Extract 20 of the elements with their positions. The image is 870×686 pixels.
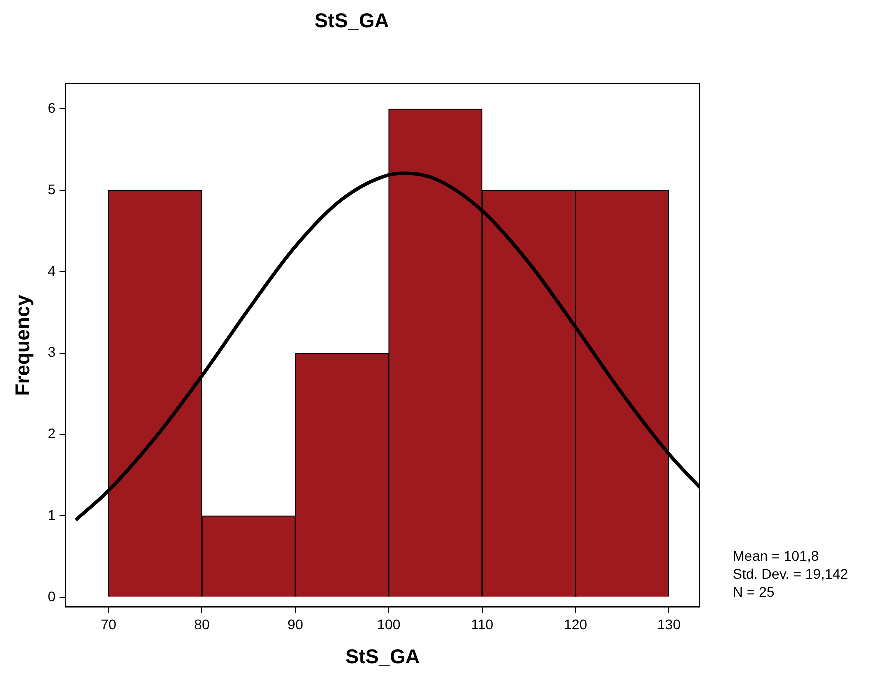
y-tick-label: 2 — [48, 426, 56, 442]
y-tick-label: 3 — [48, 344, 56, 360]
y-tick-label: 6 — [48, 100, 56, 116]
y-tick-label: 0 — [48, 588, 56, 604]
text: Std. Dev. = 19,142 — [733, 566, 849, 582]
text: Mean = 101,8 — [733, 548, 820, 564]
x-tick-label: 120 — [564, 616, 588, 632]
chart-title: StS_GA — [314, 10, 390, 33]
x-tick-label: 100 — [377, 616, 401, 632]
x-axis-title: StS_GA — [346, 646, 420, 669]
y-tick-label: 4 — [48, 262, 56, 279]
y-axis-title: Frequency — [12, 294, 35, 396]
x-tick-label: 80 — [194, 616, 210, 632]
x-tick-label: 70 — [100, 616, 117, 632]
x-tick-label: 130 — [657, 616, 682, 632]
x-tick-label: 90 — [288, 616, 304, 632]
x-tick-label: 110 — [471, 616, 494, 632]
y-tick-label: 5 — [48, 181, 56, 198]
y-tick-label: 1 — [48, 506, 56, 523]
text: N = 25 — [733, 584, 775, 600]
